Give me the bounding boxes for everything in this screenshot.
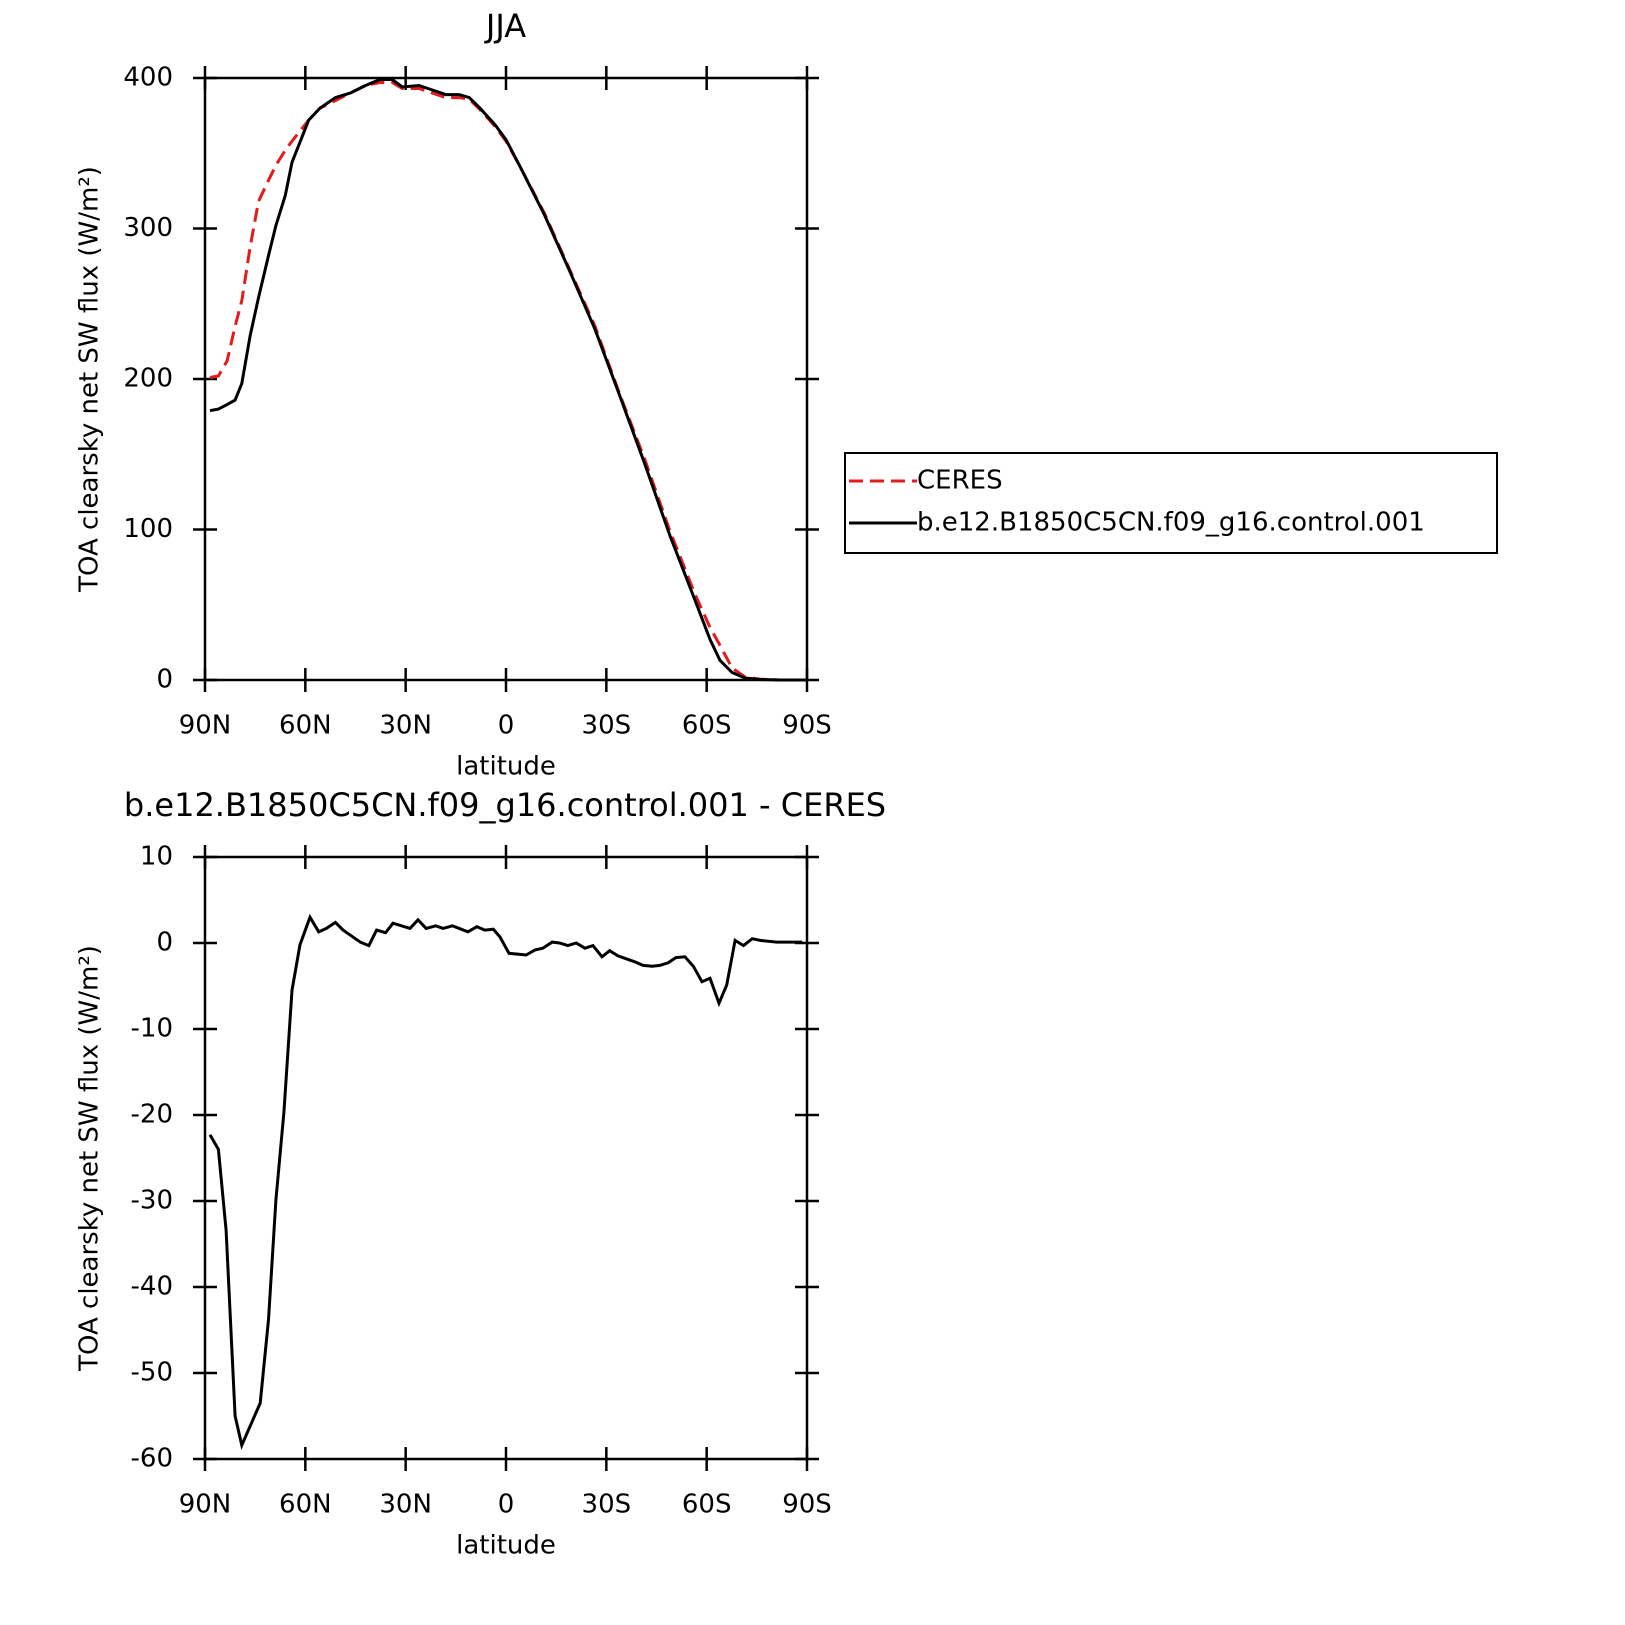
chart-title: b.e12.B1850C5CN.f09_g16.control.001 - CE… <box>124 786 886 824</box>
y-axis-label: TOA clearsky net SW flux (W/m²) <box>75 166 105 593</box>
legend-box <box>844 452 1498 554</box>
series-line <box>209 81 805 682</box>
x-tick-label: 0 <box>498 1490 515 1520</box>
x-axis-label: latitude <box>456 752 556 782</box>
legend: CERES b.e12.B1850C5CN.f09_g16.control.001 <box>844 452 1498 554</box>
y-tick-label: -30 <box>131 1186 173 1216</box>
x-tick-label: 30N <box>379 1490 432 1520</box>
y-tick-label: -60 <box>131 1444 173 1474</box>
x-tick-label: 30S <box>582 1490 632 1520</box>
y-tick-label: 0 <box>156 928 173 958</box>
y-tick-label: 200 <box>123 364 173 394</box>
series-line <box>209 78 805 682</box>
y-tick-label: 100 <box>123 514 173 544</box>
y-tick-label: 300 <box>123 213 173 243</box>
x-tick-label: 90N <box>179 711 232 741</box>
y-tick-label: 0 <box>156 665 173 695</box>
x-tick-label: 60N <box>279 711 332 741</box>
x-tick-label: 30S <box>582 711 632 741</box>
y-tick-label: -50 <box>131 1358 173 1388</box>
y-axis-label: TOA clearsky net SW flux (W/m²) <box>75 945 105 1372</box>
legend-label: CERES <box>917 466 1003 496</box>
plot-frame <box>203 76 809 682</box>
y-tick-label: -20 <box>131 1100 173 1130</box>
x-tick-label: 0 <box>498 711 515 741</box>
x-tick-label: 60N <box>279 1490 332 1520</box>
legend-label: b.e12.B1850C5CN.f09_g16.control.001 <box>917 508 1425 538</box>
chart-title: JJA <box>484 7 526 45</box>
x-tick-label: 60S <box>682 711 732 741</box>
x-tick-label: 90N <box>179 1490 232 1520</box>
y-tick-label: -40 <box>131 1272 173 1302</box>
x-tick-label: 60S <box>682 1490 732 1520</box>
y-tick-label: 10 <box>140 842 173 872</box>
x-tick-label: 90S <box>782 1490 832 1520</box>
series-line <box>208 913 803 1450</box>
x-tick-label: 90S <box>782 711 832 741</box>
y-tick-label: 400 <box>123 63 173 93</box>
x-tick-label: 30N <box>379 711 432 741</box>
y-tick-label: -10 <box>131 1014 173 1044</box>
x-axis-label: latitude <box>456 1531 556 1561</box>
